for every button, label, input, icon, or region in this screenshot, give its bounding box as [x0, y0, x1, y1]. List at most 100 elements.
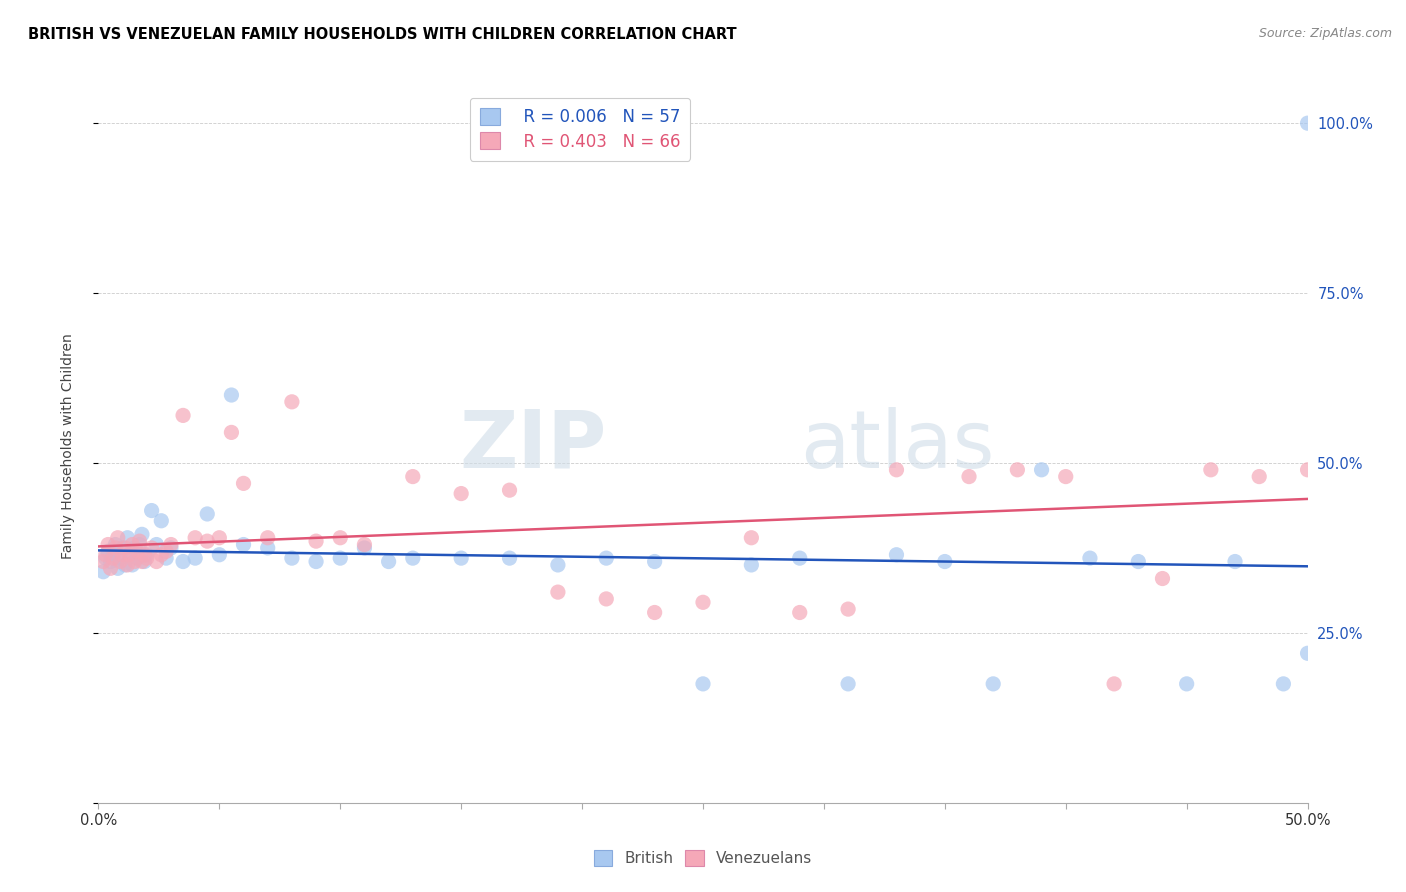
Point [100, 561, 122, 575]
Point [221, 425, 243, 440]
Point [256, 531, 278, 545]
Point [121, 537, 143, 551]
Point [127, 551, 149, 566]
Point [160, 541, 183, 555]
Point [111, 548, 134, 562]
Point [1128, 555, 1150, 569]
Point [305, 534, 328, 549]
Point [101, 551, 124, 566]
Point [1078, 551, 1101, 566]
Point [150, 548, 173, 562]
Point [100, 555, 122, 569]
Point [498, 483, 520, 498]
Point [111, 541, 134, 555]
Point [1054, 469, 1077, 483]
Point [232, 537, 254, 551]
Point [128, 534, 150, 549]
Point [94, 551, 117, 566]
Point [281, 394, 304, 409]
Point [1031, 463, 1053, 477]
Point [644, 606, 666, 620]
Point [155, 551, 177, 566]
Point [450, 486, 472, 500]
Point [1102, 677, 1125, 691]
Point [595, 551, 617, 566]
Point [94, 548, 117, 562]
Point [160, 537, 183, 551]
Point [595, 591, 617, 606]
Point [1249, 469, 1271, 483]
Text: atlas: atlas [800, 407, 994, 485]
Point [692, 677, 714, 691]
Point [281, 551, 304, 566]
Point [97, 544, 120, 558]
Point [124, 541, 146, 555]
Point [402, 469, 425, 483]
Point [1007, 463, 1029, 477]
Point [150, 514, 173, 528]
Point [145, 537, 167, 551]
Point [692, 595, 714, 609]
Point [208, 531, 231, 545]
Text: ZIP: ZIP [458, 407, 606, 485]
Point [1296, 463, 1319, 477]
Point [957, 469, 980, 483]
Point [256, 541, 278, 555]
Point [134, 555, 156, 569]
Point [1296, 116, 1319, 130]
Y-axis label: Family Households with Children: Family Households with Children [60, 333, 75, 559]
Point [108, 551, 131, 566]
Point [1296, 646, 1319, 660]
Legend: British, Venezuelans: British, Venezuelans [586, 842, 820, 873]
Point [221, 388, 243, 402]
Point [740, 558, 762, 572]
Point [91, 555, 114, 569]
Point [644, 555, 666, 569]
Point [934, 555, 956, 569]
Point [117, 531, 139, 545]
Point [97, 537, 120, 551]
Point [91, 565, 114, 579]
Point [981, 677, 1004, 691]
Point [305, 555, 328, 569]
Point [127, 544, 149, 558]
Point [1223, 555, 1246, 569]
Point [353, 537, 375, 551]
Point [141, 503, 163, 517]
Point [1199, 463, 1222, 477]
Text: BRITISH VS VENEZUELAN FAMILY HOUSEHOLDS WITH CHILDREN CORRELATION CHART: BRITISH VS VENEZUELAN FAMILY HOUSEHOLDS … [28, 27, 737, 42]
Point [172, 555, 194, 569]
Point [104, 541, 127, 555]
Point [329, 531, 352, 545]
Point [131, 555, 153, 569]
Point [108, 555, 131, 569]
Point [740, 531, 762, 545]
Point [107, 531, 129, 545]
Point [789, 551, 811, 566]
Point [1272, 677, 1295, 691]
Point [232, 476, 254, 491]
Point [121, 558, 143, 572]
Point [195, 534, 218, 549]
Point [135, 551, 157, 566]
Point [107, 561, 129, 575]
Point [450, 551, 472, 566]
Point [135, 548, 157, 562]
Point [184, 551, 207, 566]
Point [101, 548, 124, 562]
Point [353, 541, 375, 555]
Point [377, 555, 399, 569]
Point [547, 585, 569, 599]
Point [141, 541, 163, 555]
Point [195, 507, 218, 521]
Point [1175, 677, 1198, 691]
Point [837, 602, 859, 616]
Point [134, 548, 156, 562]
Point [547, 558, 569, 572]
Point [837, 677, 859, 691]
Point [114, 558, 136, 572]
Point [118, 548, 141, 562]
Point [1152, 572, 1174, 586]
Point [114, 541, 136, 555]
Point [402, 551, 425, 566]
